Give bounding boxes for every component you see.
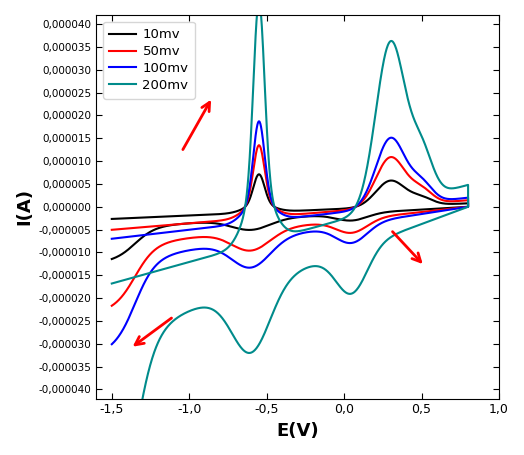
10mv	[163, 214, 170, 219]
200mv	[217, 313, 224, 319]
50mv	[108, 227, 115, 233]
Line: 10mv: 10mv	[112, 174, 468, 259]
50mv	[217, 237, 224, 243]
100mv	[128, 234, 135, 239]
200mv	[432, 171, 439, 176]
X-axis label: E(V): E(V)	[276, 422, 319, 440]
100mv	[256, 119, 262, 124]
200mv	[187, 259, 193, 265]
100mv	[217, 250, 224, 255]
10mv	[187, 213, 193, 218]
200mv	[163, 266, 170, 271]
200mv	[206, 253, 213, 259]
200mv	[108, 281, 115, 286]
10mv	[256, 172, 262, 177]
200mv	[256, 0, 262, 5]
10mv	[108, 256, 115, 262]
100mv	[432, 190, 439, 196]
10mv	[432, 199, 439, 204]
50mv	[108, 303, 115, 308]
Line: 100mv: 100mv	[112, 121, 468, 344]
50mv	[128, 225, 135, 231]
Legend: 10mv, 50mv, 100mv, 200mv: 10mv, 50mv, 100mv, 200mv	[103, 21, 195, 99]
Line: 50mv: 50mv	[112, 145, 468, 306]
10mv	[108, 216, 115, 222]
Line: 200mv: 200mv	[112, 2, 468, 455]
10mv	[217, 222, 224, 227]
50mv	[187, 221, 193, 226]
100mv	[108, 342, 115, 347]
10mv	[128, 215, 135, 221]
50mv	[163, 222, 170, 228]
100mv	[163, 230, 170, 235]
50mv	[432, 194, 439, 199]
10mv	[206, 212, 213, 217]
Y-axis label: I(A): I(A)	[15, 188, 33, 225]
100mv	[187, 227, 193, 233]
100mv	[108, 236, 115, 242]
50mv	[206, 219, 213, 224]
200mv	[128, 275, 135, 281]
50mv	[256, 142, 262, 148]
100mv	[206, 225, 213, 230]
